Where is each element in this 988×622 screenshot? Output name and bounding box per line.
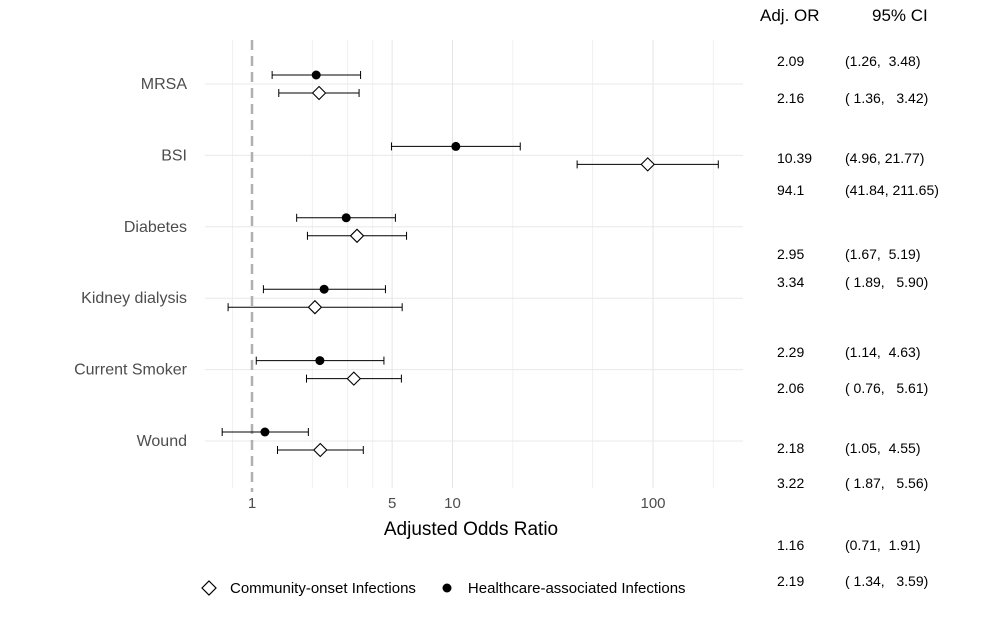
x-tick-label: 100 [640,495,665,512]
category-label: MRSA [141,76,188,93]
point-circle [451,141,461,151]
point-circle [341,213,351,223]
category-label: Current Smoker [74,362,188,379]
table-cell-or: 3.34 [777,274,805,290]
table-cell-ci: (41.84, 211.65) [845,182,939,198]
x-tick-label: 1 [248,495,256,512]
filled-circle-icon [442,583,452,593]
table-cell-ci: (1.26, 3.48) [845,53,921,69]
table-cell-or: 1.16 [777,537,805,553]
x-tick-label: 10 [444,495,461,512]
table-cell-or: 2.06 [777,380,805,396]
table-cell-ci: (4.96, 21.77) [845,150,925,166]
x-axis-label: Adjusted Odds Ratio [384,519,558,540]
table-header-or: Adj. OR [760,6,820,25]
category-label: Wound [137,433,187,450]
point-circle [260,427,270,437]
legend-label-healthcare: Healthcare-associated Infections [467,579,686,597]
point-diamond [640,157,655,172]
table-cell-ci: ( 1.89, 5.90) [845,274,929,290]
point-diamond [307,299,323,315]
table-cell-or: 10.39 [777,150,813,166]
point-diamond [311,85,327,101]
table-cell-or: 2.19 [777,573,805,589]
table-cell-ci: (1.14, 4.63) [845,344,921,360]
legend-item-healthcare: Healthcare-associated Infections [438,579,686,597]
table-cell-or: 3.22 [777,475,805,491]
legend: Community-onset Infections Healthcare-as… [200,579,708,597]
table-cell-ci: ( 0.76, 5.61) [845,380,929,396]
category-label: Kidney dialysis [81,290,187,307]
open-diamond-icon [201,580,217,596]
table-cell-or: 2.18 [777,440,805,456]
category-label: BSI [161,147,187,164]
table-cell-ci: ( 1.36, 3.42) [845,90,929,106]
category-label: Diabetes [124,219,187,236]
point-diamond [312,442,328,458]
table-cell-or: 2.29 [777,344,805,360]
point-circle [311,70,321,80]
point-circle [319,284,329,294]
table-cell-ci: (1.67, 5.19) [845,246,921,262]
table-cell-or: 2.95 [777,246,805,262]
point-diamond [349,228,365,244]
legend-item-community: Community-onset Infections [200,579,416,597]
table-cell-or: 2.09 [777,53,805,69]
table-cell-ci: (1.05, 4.55) [845,440,921,456]
table-cell-ci: ( 1.87, 5.56) [845,475,929,491]
table-cell-or: 94.1 [777,182,805,198]
table-cell-or: 2.16 [777,90,805,106]
table-cell-ci: (0.71, 1.91) [845,537,921,553]
table-cell-ci: ( 1.34, 3.59) [845,573,929,589]
table-header-ci: 95% CI [872,6,928,25]
legend-label-community: Community-onset Infections [230,579,416,597]
point-diamond [346,371,362,386]
x-tick-label: 5 [388,495,396,512]
point-circle [315,356,325,366]
